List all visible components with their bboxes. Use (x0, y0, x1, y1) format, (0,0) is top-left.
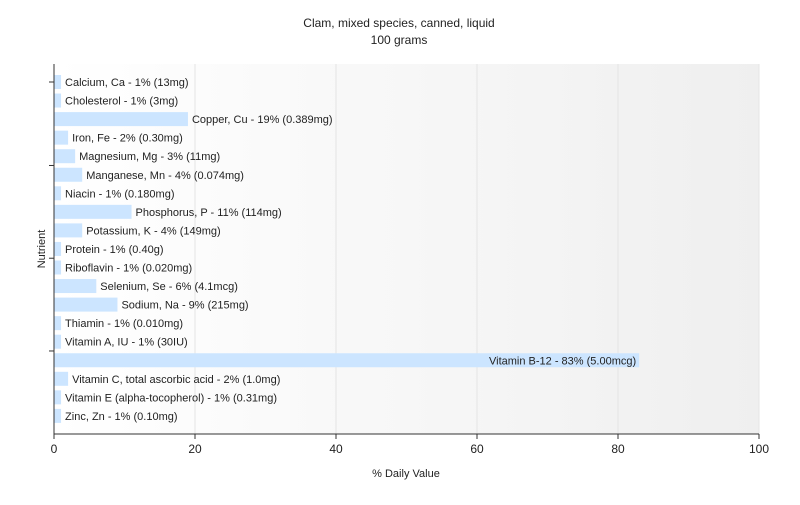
bar (54, 353, 640, 368)
bar-label: Phosphorus, P - 11% (114mg) (136, 207, 282, 219)
bar-label: Copper, Cu - 19% (0.389mg) (192, 114, 333, 126)
bar (54, 279, 97, 294)
chart-subtitle: 100 grams (371, 33, 428, 47)
axes (49, 64, 760, 439)
bar-label: Riboflavin - 1% (0.020mg) (65, 263, 192, 275)
bars (54, 75, 640, 423)
bar (54, 130, 69, 145)
bar-label: Vitamin C, total ascorbic acid - 2% (1.0… (72, 374, 280, 386)
x-axis-label: % Daily Value (372, 468, 440, 480)
bar-label: Zinc, Zn - 1% (0.10mg) (65, 411, 177, 423)
bar (54, 408, 62, 423)
x-tick-label: 40 (329, 442, 343, 456)
bar (54, 93, 62, 108)
bar (54, 167, 83, 182)
x-tick-label: 100 (749, 442, 769, 456)
chart-title: Clam, mixed species, canned, liquid (303, 16, 494, 30)
y-axis-label: Nutrient (36, 230, 48, 269)
bar-label: Protein - 1% (0.40g) (65, 244, 163, 256)
bar-label: Vitamin A, IU - 1% (30IU) (65, 337, 188, 349)
x-tick-labels: 0 20 40 60 80 100 (51, 442, 770, 456)
bar (54, 390, 62, 405)
bar-label: Niacin - 1% (0.180mg) (65, 188, 174, 200)
bar (54, 112, 188, 127)
bar-label: Selenium, Se - 6% (4.1mcg) (100, 281, 238, 293)
x-tick-label: 0 (51, 442, 58, 456)
bar-label: Magnesium, Mg - 3% (11mg) (79, 151, 220, 163)
bar (54, 204, 132, 219)
bar-label: Potassium, K - 4% (149mg) (86, 225, 221, 237)
bar (54, 223, 83, 238)
bar (54, 260, 62, 275)
bar-label: Iron, Fe - 2% (0.30mg) (72, 133, 183, 145)
bar-labels: Calcium, Ca - 1% (13mg) Cholesterol - 1% … (65, 77, 636, 423)
x-tick-label: 20 (188, 442, 202, 456)
x-tick-label: 80 (611, 442, 625, 456)
bar-label: Vitamin B-12 - 83% (5.00mcg) (489, 355, 636, 367)
grid-lines (194, 64, 760, 434)
bar-label: Manganese, Mn - 4% (0.074mg) (86, 170, 244, 182)
bar (54, 371, 69, 386)
bar-label: Cholesterol - 1% (3mg) (65, 96, 178, 108)
bar (54, 316, 62, 331)
bar (54, 334, 62, 349)
bar (54, 297, 118, 312)
bar (54, 75, 62, 89)
bar (54, 241, 62, 256)
bar-label: Sodium, Na - 9% (215mg) (121, 300, 248, 312)
bar-label: Calcium, Ca - 1% (13mg) (65, 77, 188, 89)
bar-label: Thiamin - 1% (0.010mg) (65, 318, 183, 330)
bar (54, 186, 62, 201)
bar (54, 149, 76, 164)
x-tick-label: 60 (470, 442, 484, 456)
bar-label: Vitamin E (alpha-tocopherol) - 1% (0.31m… (65, 392, 277, 404)
